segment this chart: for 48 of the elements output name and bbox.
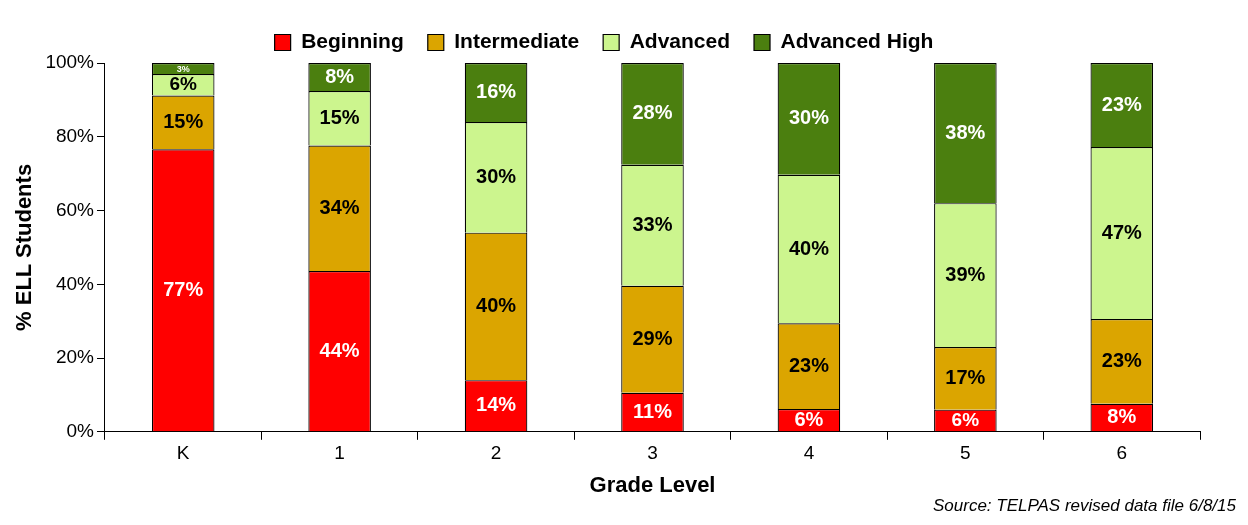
data-label: 3% — [176, 63, 190, 74]
y-tick-label: 100% — [45, 51, 95, 73]
legend-label: Advanced — [629, 29, 731, 53]
y-tick-label: 60% — [55, 198, 95, 220]
x-tick-label: 5 — [960, 442, 971, 464]
x-tick-label: 4 — [803, 442, 815, 464]
y-tick-label: 80% — [55, 124, 95, 146]
x-axis-title: Grade Level — [589, 471, 716, 497]
data-label: 47% — [1101, 220, 1143, 243]
x-tick-label: 6 — [1116, 442, 1128, 464]
data-label: 44% — [319, 338, 360, 361]
data-label: 38% — [945, 120, 986, 143]
data-label: 40% — [476, 293, 517, 316]
data-label: 16% — [476, 80, 517, 103]
x-tick-label: 3 — [647, 442, 658, 464]
data-label: 30% — [476, 164, 517, 187]
x-tick-label: 2 — [490, 442, 502, 464]
data-label: 8% — [1107, 405, 1137, 428]
data-label: 23% — [1101, 348, 1143, 371]
data-label: 34% — [319, 195, 360, 218]
legend-label: Beginning — [301, 29, 404, 53]
y-tick-label: 0% — [66, 420, 95, 442]
data-label: 23% — [788, 353, 830, 376]
y-tick-label: 20% — [55, 346, 95, 368]
data-label: 11% — [633, 399, 673, 422]
data-label: 30% — [788, 106, 830, 129]
data-label: 40% — [788, 236, 830, 259]
y-tick-label: 40% — [55, 272, 95, 294]
data-label: 6% — [794, 407, 824, 430]
data-label: 14% — [476, 393, 517, 416]
data-label: 77% — [163, 277, 204, 300]
x-tick-label: 1 — [334, 442, 345, 464]
data-label: 15% — [163, 109, 204, 132]
source-note: Source: TELPAS revised data file 6/8/15 — [932, 496, 1237, 516]
data-label: 33% — [632, 212, 673, 235]
y-axis-title: % ELL Students — [11, 163, 37, 331]
data-label: 6% — [951, 409, 980, 431]
legend-label: Intermediate — [454, 29, 580, 53]
data-label: 17% — [945, 365, 986, 388]
data-label: 29% — [632, 326, 673, 349]
data-label: 8% — [325, 64, 355, 87]
data-label: 23% — [1101, 92, 1143, 115]
data-label: 6% — [169, 73, 198, 95]
data-label: 15% — [319, 105, 360, 128]
legend-label: Advanced High — [780, 29, 934, 53]
data-label: 28% — [632, 101, 673, 124]
x-tick-label: K — [176, 442, 190, 464]
data-label: 39% — [945, 262, 986, 285]
